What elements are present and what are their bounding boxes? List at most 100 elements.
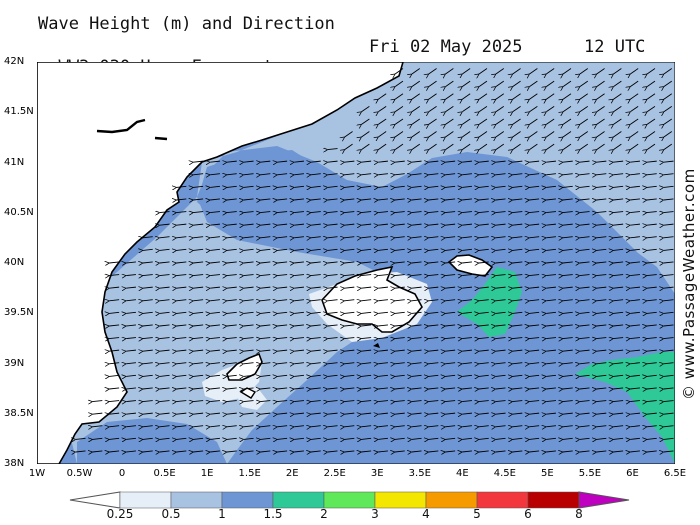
direction-arrow [445,300,456,301]
direction-arrow [143,426,153,427]
direction-arrow [177,350,187,351]
direction-arrow [546,118,555,124]
direction-arrow [597,118,605,124]
direction-arrow [445,350,456,351]
direction-arrow [345,413,355,414]
direction-arrow [395,375,405,376]
legend-label: 4 [422,507,430,521]
color-legend [69,491,630,509]
direction-arrow [261,224,271,225]
direction-arrow [664,186,674,187]
direction-arrow [462,325,472,326]
direction-arrow [513,438,523,439]
direction-arrow [563,237,573,238]
direction-arrow [361,224,372,225]
direction-arrow [126,262,136,263]
direction-arrow [143,312,153,313]
direction-arrow [361,388,372,389]
lon-tick-label: 2E [285,468,299,479]
direction-arrow [311,438,321,439]
direction-arrow [328,312,338,313]
direction-arrow [479,237,489,238]
direction-arrow [462,275,472,276]
direction-arrow [613,105,622,111]
direction-arrow [378,388,388,389]
direction-arrow [647,325,657,326]
lon-tick-label: 1W [28,468,46,479]
direction-arrow [429,174,439,175]
direction-arrow [160,300,170,301]
direction-arrow [664,212,674,213]
direction-arrow [513,174,523,175]
direction-arrow [580,300,590,301]
legend-swatch [527,491,580,509]
direction-arrow [664,338,674,339]
direction-arrow [513,105,521,111]
direction-arrow [378,426,388,427]
direction-arrow [261,413,271,414]
direction-arrow [244,375,254,376]
direction-arrow [597,262,607,263]
direction-arrow [546,275,556,276]
direction-arrow [546,325,556,326]
direction-arrow [109,338,120,339]
direction-arrow [529,237,540,238]
direction-arrow [546,363,556,364]
direction-arrow [361,143,370,149]
direction-arrow [193,174,204,175]
direction-arrow [479,174,489,175]
direction-arrow [529,375,540,376]
direction-arrow [143,338,153,339]
direction-arrow [210,249,220,250]
direction-arrow [328,375,338,376]
direction-arrow [513,363,523,364]
direction-arrow [613,401,624,402]
direction-arrow [126,375,136,376]
direction-arrow [580,388,590,389]
direction-arrow [261,312,271,313]
direction-arrow [244,363,254,364]
legend-swatch [425,491,478,509]
direction-arrow [261,451,271,452]
direction-arrow [160,388,170,389]
direction-arrow [479,93,488,99]
direction-arrow [277,300,288,301]
chart-title: Wave Height (m) and Direction [38,14,335,34]
direction-arrow [462,262,472,263]
direction-arrow [378,131,387,137]
direction-arrow [597,451,607,452]
direction-arrow [311,161,321,162]
direction-arrow [513,131,521,137]
direction-arrow [597,212,607,213]
direction-arrow [580,338,590,339]
direction-arrow [546,338,556,339]
direction-arrow [613,388,624,389]
direction-arrow [177,438,187,439]
legend-label: 0.5 [161,507,181,521]
direction-arrow [429,161,439,162]
direction-arrow [361,174,372,175]
direction-arrow [462,131,471,137]
direction-arrow [227,426,237,427]
direction-arrow [462,174,472,175]
direction-arrow [210,161,220,162]
direction-arrow [479,161,489,162]
direction-arrow [378,249,388,250]
direction-arrow [378,224,388,225]
direction-arrow [429,212,439,213]
direction-arrow [664,363,674,364]
direction-arrow [613,287,624,288]
direction-arrow [378,287,388,288]
direction-arrow [580,80,589,86]
lon-tick-label: 1E [200,468,214,479]
direction-arrow [328,401,338,402]
direction-arrow [361,262,372,263]
direction-arrow [311,224,321,225]
direction-arrow [664,325,674,326]
direction-arrow [647,438,657,439]
direction-arrow [630,174,640,175]
direction-arrow [177,275,187,276]
direction-arrow [361,237,372,238]
direction-arrow [277,413,288,414]
direction-arrow [429,438,439,439]
